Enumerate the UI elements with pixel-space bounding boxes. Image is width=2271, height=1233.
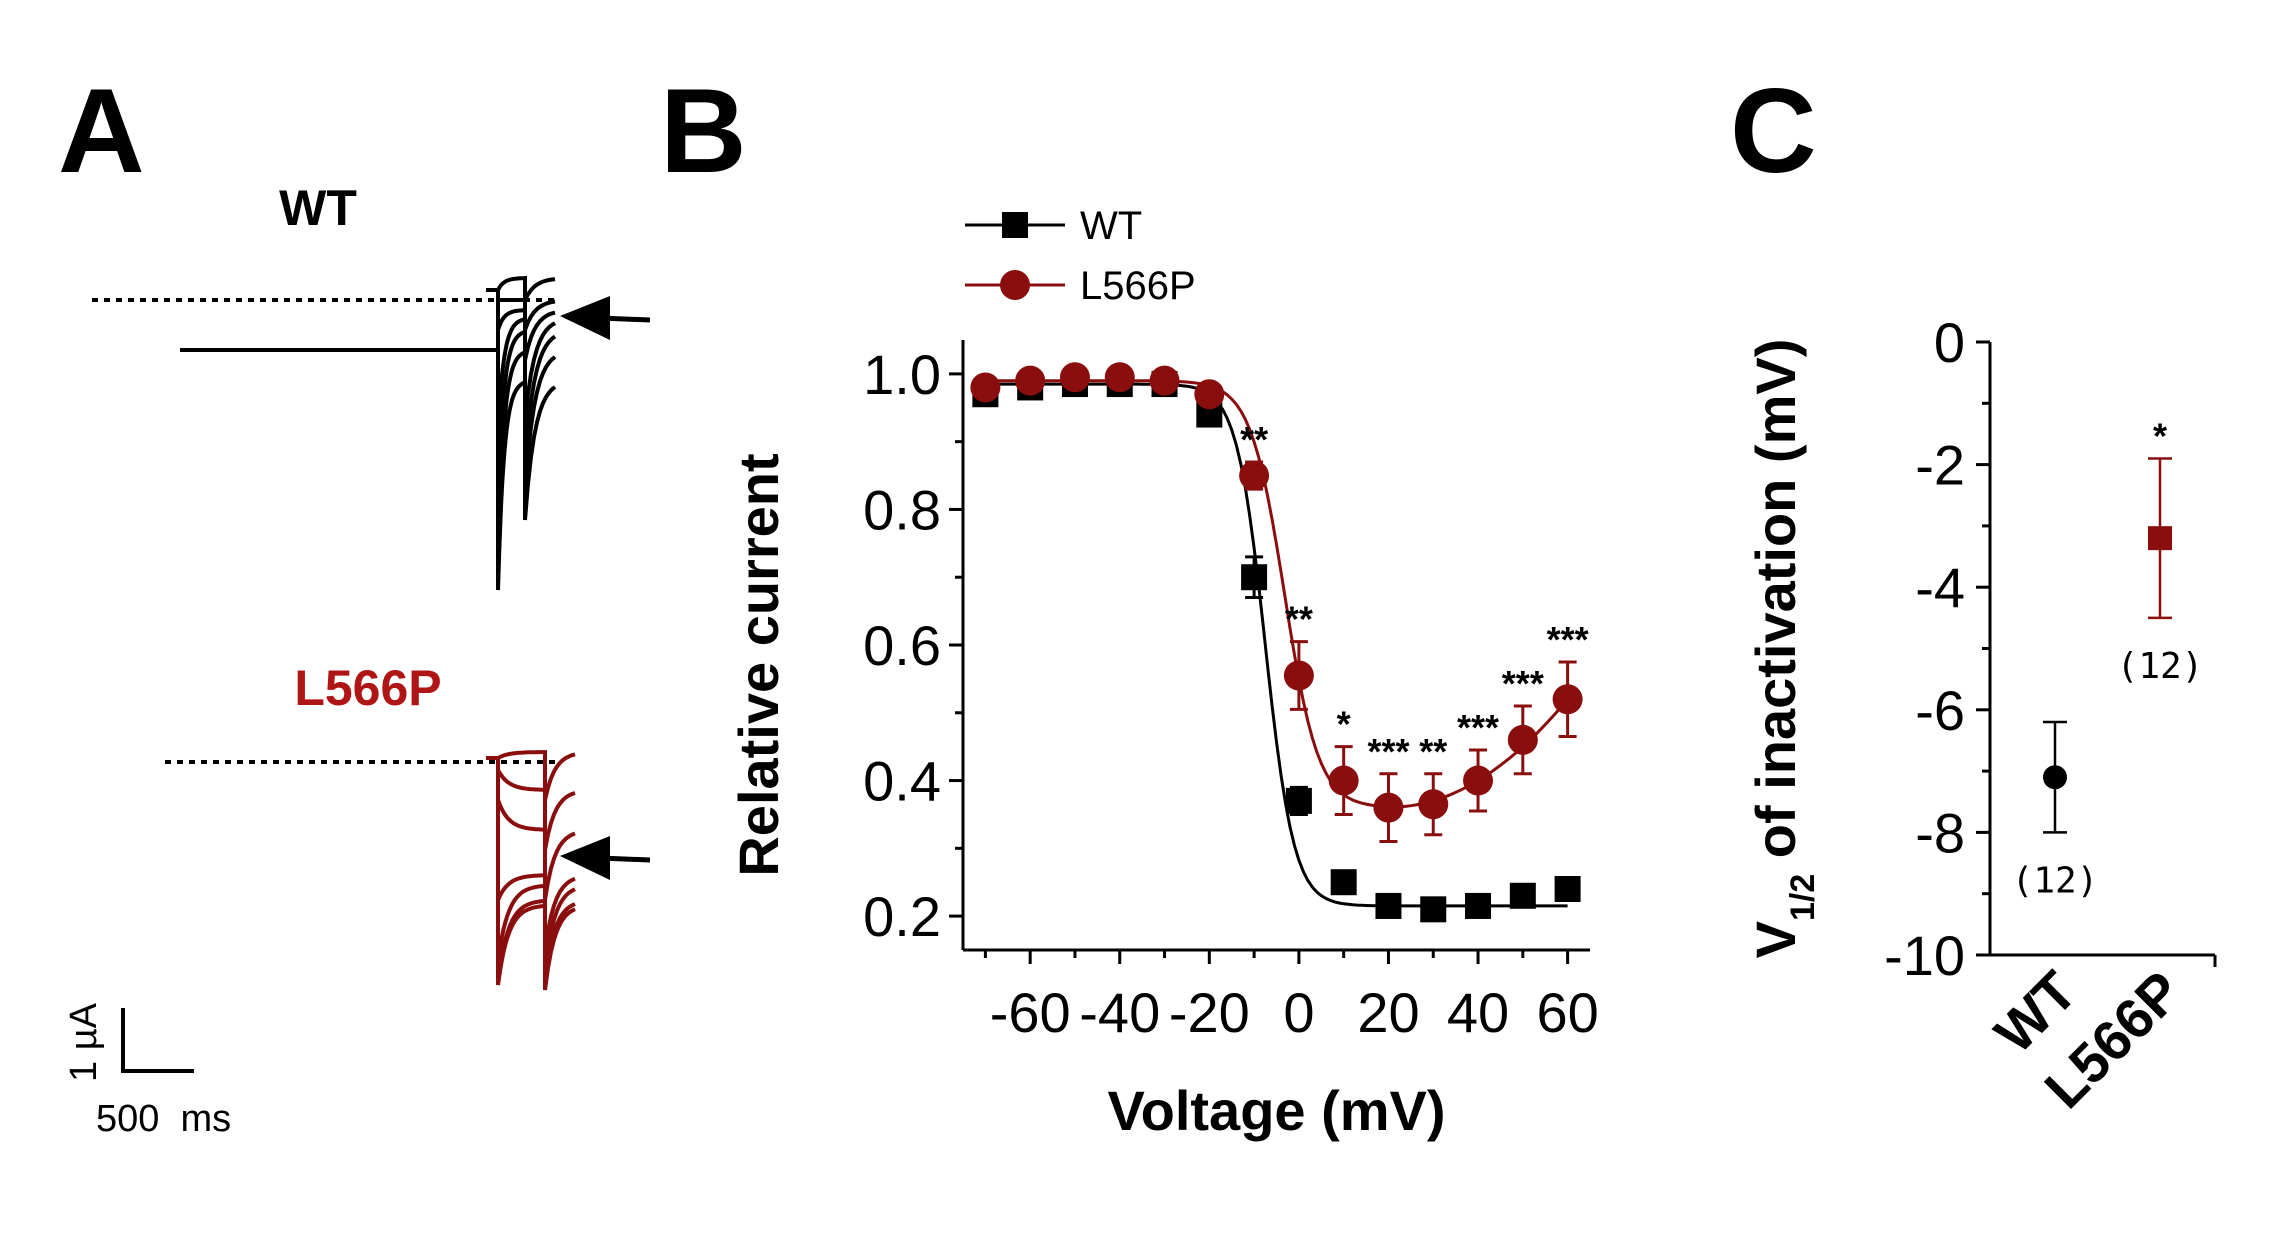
y-tick-label: -6 (1915, 679, 1965, 742)
l566p-data-point (1015, 365, 1046, 396)
l566p-data-point (1059, 362, 1090, 393)
y-axis-title: V1/2 of inactivation (mV) (1744, 339, 1822, 959)
wt-trace-title: WT (279, 180, 357, 236)
y-tick-label: -2 (1915, 434, 1965, 497)
current-trace (486, 753, 576, 951)
panel-c-letter: C (1730, 64, 1817, 198)
panel-b: B 0.2 0.4 0.6 0.8 1.0 -60 -40 -20 0 20 40 60 Voltage… (660, 64, 1599, 1142)
panel-c-data-points: (12) (12) * (2012, 415, 2204, 901)
l566p-data-point (1104, 362, 1135, 393)
x-tick-label: 0 (1283, 981, 1314, 1044)
current-trace (486, 285, 557, 501)
y-tick-label: 1.0 (863, 343, 941, 406)
wt-data-point (1554, 876, 1581, 902)
l566p-data-point (1194, 379, 1225, 410)
l566p-data-point (1239, 460, 1270, 491)
l566p-data-point (2148, 526, 2172, 551)
significance-mark: *** (1547, 619, 1589, 660)
current-trace (486, 753, 576, 851)
panel-a-letter: A (58, 64, 145, 198)
wt-data-point (1465, 892, 1492, 919)
scale-bar-current-label: 1 µA (63, 1002, 105, 1082)
legend-marker-wt (1002, 212, 1028, 238)
y-axis-title-subscript: 1/2 (1784, 874, 1822, 921)
l566p-data-point (1507, 724, 1538, 755)
wt-data-point (1330, 869, 1357, 896)
x-tick-label: -20 (1169, 981, 1250, 1044)
wt-data-point (1241, 564, 1268, 591)
l566p-arrow (560, 836, 651, 880)
significance-mark: ** (1419, 731, 1447, 772)
x-tick-label: -40 (1079, 981, 1160, 1044)
legend-label-wt: WT (1080, 204, 1142, 248)
panel-b-legend: WT L566P (965, 204, 1196, 308)
current-trace (486, 285, 557, 591)
wt-arrow (560, 296, 651, 340)
fit-curve-wt (985, 382, 1568, 908)
current-trace (486, 753, 576, 901)
l566p-data-point (1418, 789, 1449, 820)
scale-bar: 1 µA 500 ms (63, 1002, 231, 1140)
y-tick-label: 0.2 (863, 885, 941, 948)
sample-size-label: (12) (2117, 646, 2204, 687)
panel-b-data-points (970, 362, 1583, 923)
wt-current-traces (180, 275, 557, 591)
y-tick-label: 0 (1934, 311, 1965, 374)
y-tick-label: -4 (1915, 556, 1965, 619)
legend-label-l566p: L566P (1080, 264, 1196, 308)
y-axis-title-main: V (1744, 921, 1807, 958)
current-trace (486, 750, 576, 801)
current-trace (486, 285, 557, 561)
significance-mark: * (2153, 415, 2167, 456)
y-tick-label: -10 (1884, 924, 1965, 987)
y-axis-title: Relative current (727, 453, 790, 876)
current-trace (486, 285, 556, 361)
legend-marker-l566p (1000, 270, 1030, 300)
current-trace (486, 285, 557, 431)
x-tick-label: 60 (1536, 981, 1598, 1044)
l566p-current-traces (486, 750, 576, 991)
significance-mark: *** (1502, 663, 1544, 704)
y-tick-label: 0.6 (863, 614, 941, 677)
significance-mark: ** (1240, 419, 1268, 460)
wt-data-point (1285, 787, 1312, 814)
y-tick-label: -8 (1915, 801, 1965, 864)
significance-mark: *** (1457, 707, 1499, 748)
l566p-data-point (1283, 660, 1314, 691)
l566p-data-point (1328, 765, 1359, 796)
x-tick-label: 40 (1447, 981, 1509, 1044)
panel-b-axes: 0.2 0.4 0.6 0.8 1.0 -60 -40 -20 0 20 40 60 Voltage (… (727, 340, 1599, 1142)
l566p-data-point (1552, 684, 1583, 715)
wt-data-point (1375, 892, 1402, 919)
panel-a: A WT L566P 1 µA 500 ms (58, 64, 651, 1140)
y-tick-label: 0.4 (863, 750, 941, 813)
l566p-data-point (1463, 765, 1494, 796)
wt-data-point (2043, 765, 2067, 790)
l566p-data-point (970, 372, 1001, 403)
l566p-trace-title: L566P (294, 660, 441, 716)
panel-b-letter: B (660, 64, 747, 198)
wt-data-point (1509, 882, 1536, 909)
y-tick-label: 0.8 (863, 478, 941, 541)
x-tick-label: 20 (1357, 981, 1419, 1044)
l566p-data-point (1373, 792, 1404, 823)
wt-data-point (1420, 896, 1447, 923)
significance-mark: * (1337, 704, 1351, 745)
y-axis-title-rest: of inactivation (mV) (1744, 339, 1807, 874)
panel-b-fit-curves (985, 379, 1569, 908)
significance-mark: ** (1285, 599, 1313, 640)
x-axis-title: Voltage (mV) (1107, 1079, 1445, 1142)
l566p-data-point (1149, 365, 1180, 396)
current-trace (486, 753, 576, 991)
significance-mark: *** (1367, 731, 1409, 772)
sample-size-label: (12) (2012, 860, 2099, 901)
scale-bar-time-label: 500 ms (96, 1098, 231, 1140)
x-tick-label: -60 (990, 981, 1071, 1044)
current-trace (486, 275, 556, 301)
current-trace (486, 753, 576, 971)
panel-b-significance-marks: ******** *********** (1240, 419, 1589, 772)
